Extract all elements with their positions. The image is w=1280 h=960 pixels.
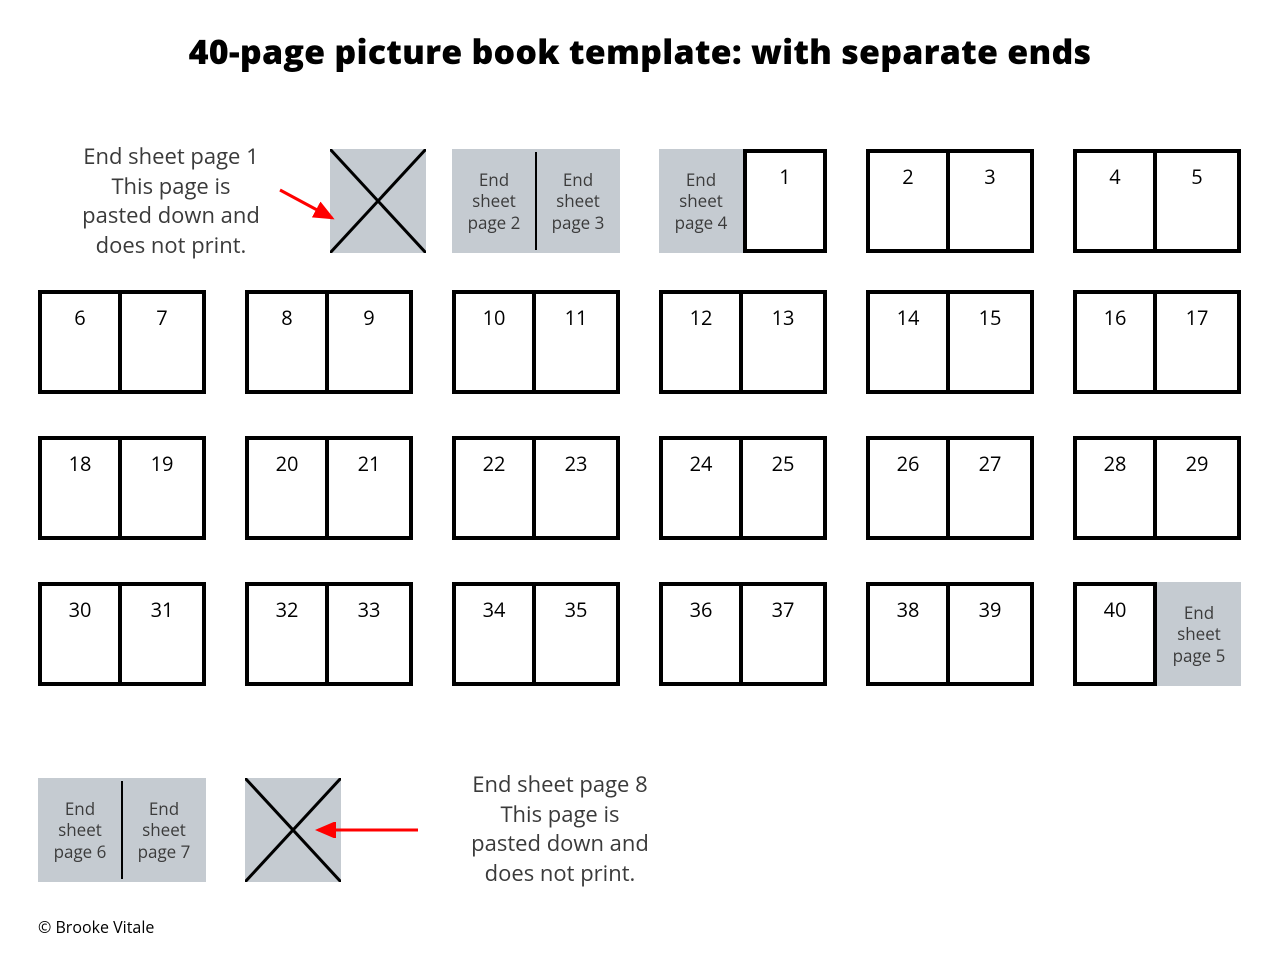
page-27: 27 — [950, 436, 1034, 540]
spread-12-13: 12 13 — [659, 290, 827, 394]
spread-es4-p1: Endsheetpage 4 1 — [659, 149, 827, 253]
page-38: 38 — [866, 582, 950, 686]
spread-8-9: 8 9 — [245, 290, 413, 394]
spread-14-15: 14 15 — [866, 290, 1034, 394]
page-6: 6 — [38, 290, 122, 394]
page-35: 35 — [536, 582, 620, 686]
page-15: 15 — [950, 290, 1034, 394]
endsheet-page-1-x — [330, 149, 426, 253]
page-36: 36 — [659, 582, 743, 686]
copyright-text: © Brooke Vitale — [38, 916, 154, 938]
spread-4-5: 4 5 — [1073, 149, 1241, 253]
page-18: 18 — [38, 436, 122, 540]
spread-36-37: 36 37 — [659, 582, 827, 686]
page-20: 20 — [245, 436, 329, 540]
spread-28-29: 28 29 — [1073, 436, 1241, 540]
spread-34-35: 34 35 — [452, 582, 620, 686]
spread-38-39: 38 39 — [866, 582, 1034, 686]
spread-32-33: 32 33 — [245, 582, 413, 686]
spread-40-es5: 40 Endsheetpage 5 — [1073, 582, 1241, 686]
page-5: 5 — [1157, 149, 1241, 253]
page-30: 30 — [38, 582, 122, 686]
page-31: 31 — [122, 582, 206, 686]
endsheet-page-7: Endsheetpage 7 — [122, 778, 206, 882]
spread-10-11: 10 11 — [452, 290, 620, 394]
page-7: 7 — [122, 290, 206, 394]
page-13: 13 — [743, 290, 827, 394]
page-17: 17 — [1157, 290, 1241, 394]
endsheet-page-5: Endsheetpage 5 — [1157, 582, 1241, 686]
page-11: 11 — [536, 290, 620, 394]
page-29: 29 — [1157, 436, 1241, 540]
page-22: 22 — [452, 436, 536, 540]
page-39: 39 — [950, 582, 1034, 686]
page-1: 1 — [743, 149, 827, 253]
spread-30-31: 30 31 — [38, 582, 206, 686]
page-2: 2 — [866, 149, 950, 253]
spread-2-3: 2 3 — [866, 149, 1034, 253]
endsheet-page-3: Endsheetpage 3 — [536, 149, 620, 253]
page-title: 40-page picture book template: with sepa… — [0, 28, 1280, 74]
page-34: 34 — [452, 582, 536, 686]
page-16: 16 — [1073, 290, 1157, 394]
page-3: 3 — [950, 149, 1034, 253]
endsheet-page-4: Endsheetpage 4 — [659, 149, 743, 253]
page-9: 9 — [329, 290, 413, 394]
arrow-bottom — [310, 822, 420, 838]
page-10: 10 — [452, 290, 536, 394]
page-12: 12 — [659, 290, 743, 394]
page-23: 23 — [536, 436, 620, 540]
spread-6-7: 6 7 — [38, 290, 206, 394]
spread-22-23: 22 23 — [452, 436, 620, 540]
annotation-bottom: End sheet page 8This page ispasted down … — [440, 770, 680, 889]
page-32: 32 — [245, 582, 329, 686]
spread-16-17: 16 17 — [1073, 290, 1241, 394]
page-24: 24 — [659, 436, 743, 540]
spread-18-19: 18 19 — [38, 436, 206, 540]
page-37: 37 — [743, 582, 827, 686]
endsheet-page-2: Endsheetpage 2 — [452, 149, 536, 253]
page-40: 40 — [1073, 582, 1157, 686]
divider-es-2-3 — [535, 152, 537, 250]
spread-24-25: 24 25 — [659, 436, 827, 540]
page-28: 28 — [1073, 436, 1157, 540]
page-26: 26 — [866, 436, 950, 540]
page-33: 33 — [329, 582, 413, 686]
page-8: 8 — [245, 290, 329, 394]
page-19: 19 — [122, 436, 206, 540]
spread-26-27: 26 27 — [866, 436, 1034, 540]
endsheet-page-6: Endsheetpage 6 — [38, 778, 122, 882]
divider-es-6-7 — [121, 781, 123, 879]
spread-20-21: 20 21 — [245, 436, 413, 540]
diagram-canvas: 40-page picture book template: with sepa… — [0, 0, 1280, 960]
page-4: 4 — [1073, 149, 1157, 253]
page-21: 21 — [329, 436, 413, 540]
page-14: 14 — [866, 290, 950, 394]
annotation-top-left: End sheet page 1This page ispasted down … — [56, 142, 286, 261]
page-25: 25 — [743, 436, 827, 540]
arrow-top — [278, 186, 340, 226]
